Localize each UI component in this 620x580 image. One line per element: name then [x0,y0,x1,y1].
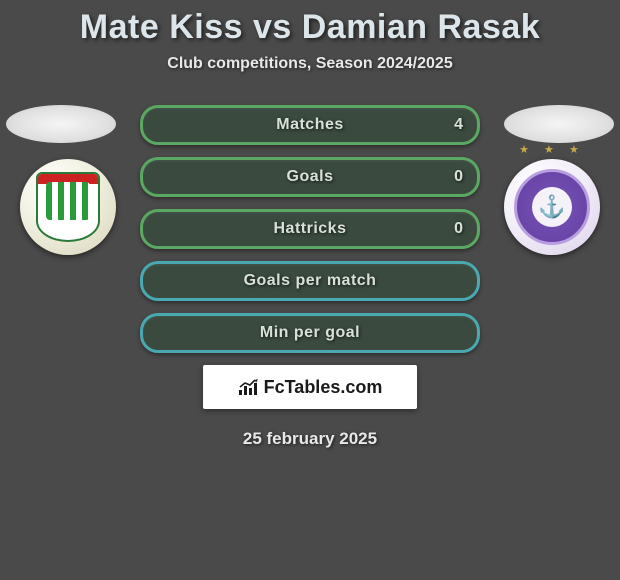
stat-value-right: 4 [454,116,463,134]
club-logo-left [20,159,116,255]
player-photo-right [504,105,614,143]
club-crest-right: ⚓ [514,169,590,245]
brand-chart-icon [238,378,260,396]
club-crest-left [36,172,100,242]
stat-row: Hattricks 0 [140,209,480,249]
stat-row: Goals per match [140,261,480,301]
stat-label: Hattricks [274,220,347,238]
stat-row: Min per goal [140,313,480,353]
date-line: 25 february 2025 [0,429,620,449]
club-logo-right: ★ ★ ★ ⚓ [504,159,600,255]
stat-row: Goals 0 [140,157,480,197]
stat-value-right: 0 [454,168,463,186]
stat-label: Goals per match [244,272,377,290]
anchor-icon: ⚓ [538,194,565,220]
stat-label: Matches [276,116,344,134]
brand-text: FcTables.com [264,377,383,398]
club-stars-right: ★ ★ ★ [504,143,600,156]
brand-label: FcTables.com [238,377,383,398]
stat-value-right: 0 [454,220,463,238]
stat-rows: Matches 4 Goals 0 Hattricks 0 Goals per match M… [140,105,480,353]
stat-row: Matches 4 [140,105,480,145]
infographic-root: Mate Kiss vs Damian Rasak Club competiti… [0,0,620,580]
main-area: ★ ★ ★ ⚓ Matches 4 Goals 0 Hattricks 0 Goals pe… [0,105,620,449]
page-title: Mate Kiss vs Damian Rasak [0,0,620,47]
player-photo-left [6,105,116,143]
stat-label: Goals [287,168,334,186]
page-subtitle: Club competitions, Season 2024/2025 [0,55,620,73]
stat-label: Min per goal [260,324,360,342]
brand-box: FcTables.com [203,365,417,409]
